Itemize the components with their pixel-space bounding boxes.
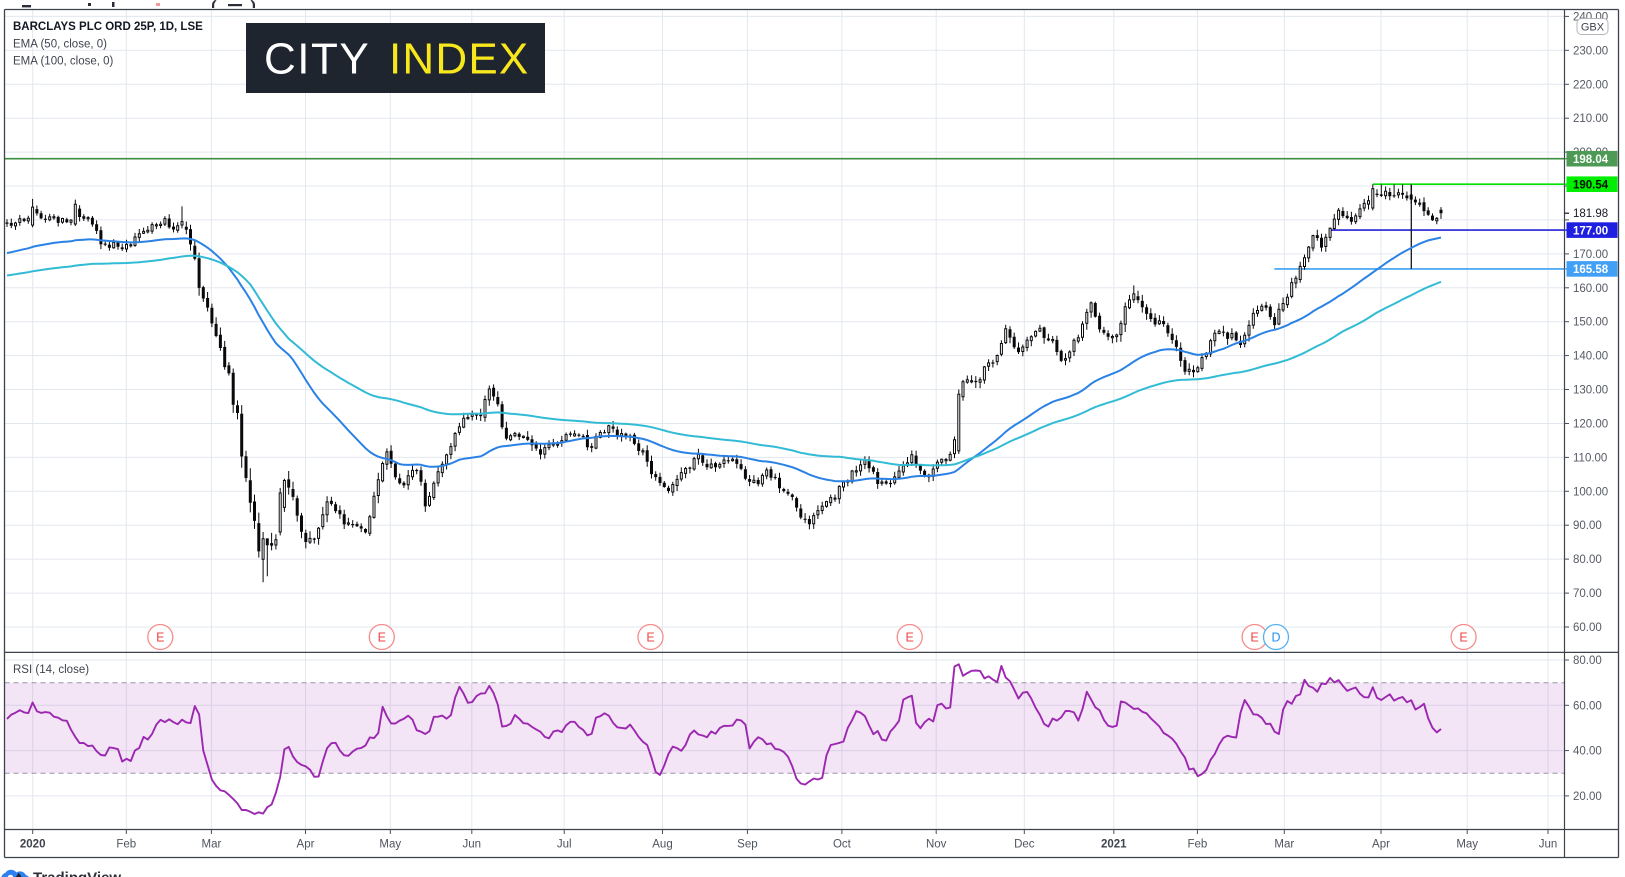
svg-text:40.00: 40.00	[1573, 746, 1602, 758]
svg-text:E: E	[1459, 631, 1467, 645]
svg-text:CITY: CITY	[264, 35, 370, 84]
svg-text:EMA (100, close, 0): EMA (100, close, 0)	[13, 56, 114, 68]
svg-text:Apr: Apr	[297, 839, 315, 851]
svg-text:D: D	[1271, 631, 1280, 645]
svg-text:Oct: Oct	[833, 839, 852, 851]
svg-text:Mar: Mar	[1274, 839, 1294, 851]
svg-text:Jun: Jun	[1539, 839, 1558, 851]
svg-text:220.00: 220.00	[1573, 79, 1608, 91]
svg-text:May: May	[379, 839, 401, 851]
svg-text:2020: 2020	[20, 839, 46, 851]
svg-text:Mar: Mar	[201, 839, 221, 851]
svg-text:181.98: 181.98	[1573, 208, 1608, 220]
svg-text:E: E	[906, 631, 914, 645]
svg-text:165.58: 165.58	[1573, 264, 1609, 276]
svg-text:Dec: Dec	[1014, 839, 1035, 851]
svg-text:Apr: Apr	[1372, 839, 1390, 851]
svg-text:60.00: 60.00	[1573, 700, 1602, 712]
svg-text:Feb: Feb	[116, 839, 136, 851]
svg-text:TradingView: TradingView	[33, 870, 121, 877]
svg-text:210.00: 210.00	[1573, 113, 1608, 125]
svg-text:90.00: 90.00	[1573, 520, 1602, 532]
svg-text:GBX: GBX	[1581, 22, 1605, 34]
svg-text:70.00: 70.00	[1573, 588, 1602, 600]
svg-text:150.00: 150.00	[1573, 317, 1608, 329]
svg-text:190.54: 190.54	[1573, 179, 1609, 191]
svg-text:140.00: 140.00	[1573, 351, 1608, 363]
svg-text:RSI (14, close): RSI (14, close)	[13, 664, 89, 676]
svg-text:160.00: 160.00	[1573, 283, 1608, 295]
svg-text:EMA (50, close, 0): EMA (50, close, 0)	[13, 39, 107, 51]
svg-text:198.04: 198.04	[1573, 154, 1609, 166]
svg-text:130.00: 130.00	[1573, 385, 1608, 397]
svg-text:110.00: 110.00	[1573, 452, 1607, 464]
svg-text:177.00: 177.00	[1573, 225, 1608, 237]
svg-text:Jun: Jun	[463, 839, 482, 851]
svg-text:120.00: 120.00	[1573, 419, 1608, 431]
svg-text:170.00: 170.00	[1573, 249, 1608, 261]
svg-text:Nov: Nov	[926, 839, 947, 851]
svg-text:60.00: 60.00	[1573, 622, 1602, 634]
svg-text:May: May	[1456, 839, 1478, 851]
svg-text:E: E	[156, 631, 164, 645]
svg-text:Sep: Sep	[737, 839, 757, 851]
svg-text:100.00: 100.00	[1573, 486, 1608, 498]
svg-text:INDEX: INDEX	[389, 35, 529, 84]
svg-text:Feb: Feb	[1187, 839, 1207, 851]
svg-text:80.00: 80.00	[1573, 554, 1602, 566]
svg-text:Aug: Aug	[652, 839, 672, 851]
svg-text:E: E	[1250, 631, 1258, 645]
svg-text:Jul: Jul	[557, 839, 572, 851]
svg-text:E: E	[646, 631, 654, 645]
svg-text:BARCLAYS PLC ORD 25P, 1D, LSE: BARCLAYS PLC ORD 25P, 1D, LSE	[13, 21, 203, 33]
svg-text:80.00: 80.00	[1573, 655, 1602, 667]
svg-text:E: E	[378, 631, 386, 645]
svg-text:20.00: 20.00	[1573, 791, 1602, 803]
svg-text:230.00: 230.00	[1573, 45, 1608, 57]
svg-text:2021: 2021	[1101, 839, 1127, 851]
